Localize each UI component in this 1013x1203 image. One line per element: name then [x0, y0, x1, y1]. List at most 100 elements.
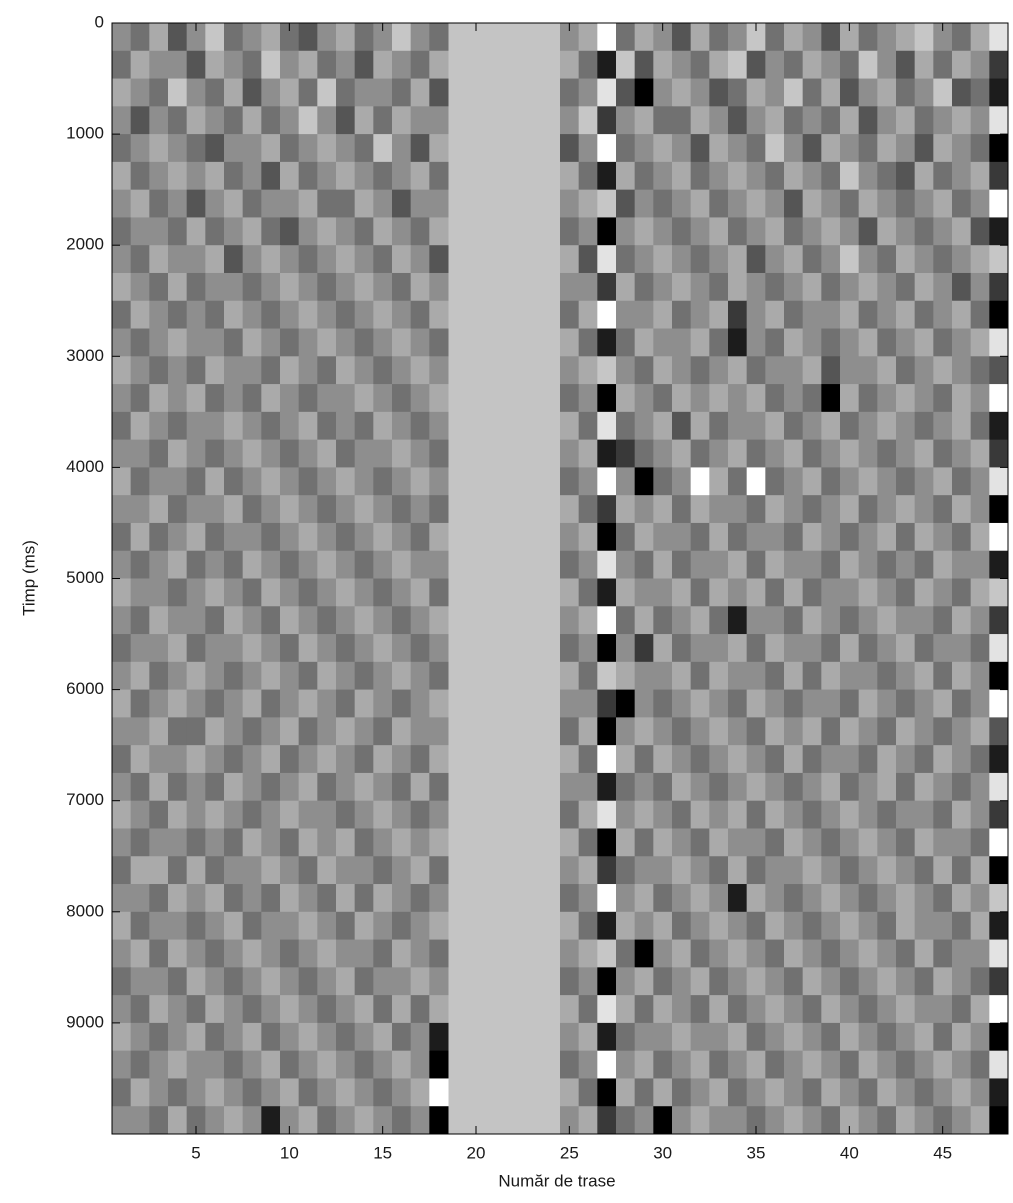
cell [186, 856, 206, 885]
cell [317, 606, 337, 635]
cell [840, 634, 860, 663]
cell [168, 1078, 188, 1107]
cell [261, 522, 281, 552]
cell [205, 134, 225, 163]
cell [858, 411, 878, 441]
cell [261, 661, 281, 691]
cell [280, 495, 300, 524]
cell [709, 106, 729, 135]
cell [690, 189, 710, 218]
cell [578, 967, 598, 996]
cell [952, 717, 972, 746]
cell [821, 50, 841, 80]
cell [168, 1106, 188, 1135]
cell [261, 689, 281, 718]
cell [298, 411, 318, 441]
cell [149, 578, 169, 607]
cell [597, 134, 617, 163]
cell [597, 78, 617, 107]
cell [149, 1078, 169, 1107]
cell [373, 189, 393, 218]
cell [280, 1078, 300, 1107]
cell [933, 1050, 953, 1079]
cell [933, 772, 953, 802]
cell [280, 634, 300, 663]
cell [634, 884, 654, 913]
cell [653, 995, 673, 1024]
cell [933, 328, 953, 357]
cell [821, 467, 841, 496]
cell [690, 106, 710, 135]
cell [224, 78, 244, 107]
cell [802, 911, 822, 941]
cell [802, 23, 822, 52]
cell [186, 328, 206, 357]
cell [634, 1106, 654, 1135]
cell [858, 134, 878, 163]
cell [728, 884, 748, 913]
cell [597, 578, 617, 607]
cell [616, 384, 636, 413]
x-tick-label: 45 [933, 1143, 952, 1162]
x-axis-label: Număr de trase [498, 1171, 615, 1190]
cell [168, 245, 188, 274]
cell [690, 689, 710, 718]
cell [821, 717, 841, 746]
cell [410, 50, 430, 80]
cell [298, 300, 318, 330]
cell [354, 161, 374, 191]
cell [765, 856, 785, 885]
cell [746, 911, 766, 941]
cell [410, 939, 430, 968]
cell [373, 245, 393, 274]
cell [970, 939, 990, 968]
cell [765, 50, 785, 80]
cell [560, 50, 580, 80]
cell [186, 634, 206, 663]
cell [373, 772, 393, 802]
cell [597, 967, 617, 996]
cell [690, 78, 710, 107]
cell [298, 467, 318, 496]
cell [205, 772, 225, 802]
cell [224, 50, 244, 80]
cell [186, 1106, 206, 1135]
cell [130, 328, 150, 357]
cell [634, 1050, 654, 1079]
cell [802, 995, 822, 1024]
cell [821, 856, 841, 885]
cell [634, 328, 654, 357]
cell [392, 634, 412, 663]
cell [149, 439, 169, 468]
cell [634, 356, 654, 385]
cell [149, 328, 169, 357]
cell [224, 522, 244, 552]
cell [970, 828, 990, 857]
cell [186, 522, 206, 552]
cell [896, 856, 916, 885]
cell [709, 967, 729, 996]
cell [728, 411, 748, 441]
cell [653, 23, 673, 52]
cell [130, 828, 150, 857]
cell [186, 689, 206, 718]
cell [877, 1106, 897, 1135]
cell [858, 995, 878, 1024]
cell [186, 661, 206, 691]
cell [242, 856, 262, 885]
cell [802, 1078, 822, 1107]
cell [354, 1106, 374, 1135]
cell [634, 467, 654, 496]
x-tick-label: 25 [560, 1143, 579, 1162]
cell [578, 300, 598, 330]
cell [914, 550, 934, 579]
cell [224, 106, 244, 135]
cell [840, 300, 860, 330]
cell [597, 717, 617, 746]
cell [242, 772, 262, 802]
cell [840, 272, 860, 302]
cell [373, 606, 393, 635]
cell [821, 828, 841, 857]
cell [373, 967, 393, 996]
cell [784, 800, 804, 829]
